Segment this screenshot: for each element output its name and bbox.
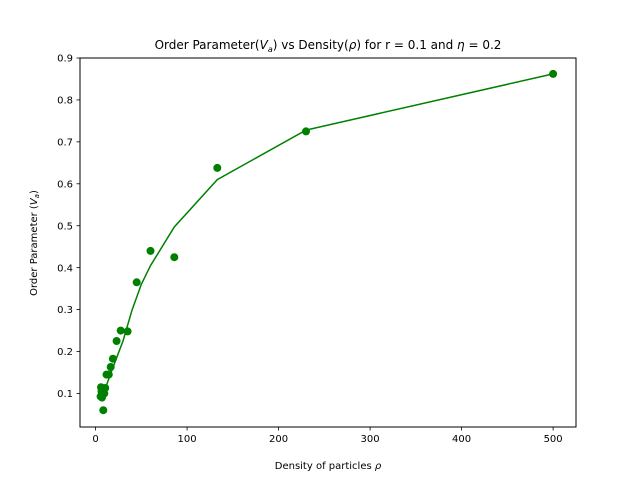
y-axis: 0.1 0.2 0.3 0.4 0.5 0.6 0.7 0.8 0.9 <box>57 54 80 400</box>
chart-title: Order Parameter(Va) vs Density(ρ) for r … <box>155 38 502 54</box>
y-tick-label: 0.9 <box>57 54 73 65</box>
x-tick-label: 100 <box>178 434 197 445</box>
x-axis-label: Density of particles ρ <box>275 461 382 472</box>
y-tick-label: 0.8 <box>57 96 73 107</box>
plot-area <box>96 69 558 415</box>
data-point <box>132 278 141 287</box>
y-tick-label: 0.4 <box>57 263 73 274</box>
data-point <box>108 354 117 363</box>
y-axis-label: Order Parameter (Va) <box>29 190 41 296</box>
data-point <box>123 327 132 336</box>
x-tick-label: 400 <box>452 434 471 445</box>
data-point <box>106 363 115 371</box>
data-point <box>99 406 108 415</box>
y-tick-label: 0.2 <box>57 347 73 358</box>
x-tick-label: 0 <box>92 434 98 445</box>
data-point <box>112 337 121 345</box>
y-tick-label: 0.3 <box>57 305 73 316</box>
data-point <box>549 69 558 78</box>
y-tick-label: 0.5 <box>57 221 73 232</box>
data-point <box>302 127 310 136</box>
y-tick-label: 0.6 <box>57 179 73 190</box>
data-point <box>170 253 179 262</box>
data-point <box>104 370 113 379</box>
data-point <box>213 163 222 172</box>
y-tick-label: 0.7 <box>57 137 73 148</box>
data-point <box>146 246 155 255</box>
x-axis: 0 100 200 300 400 500 <box>92 427 563 445</box>
x-tick-label: 500 <box>544 434 563 445</box>
x-tick-label: 200 <box>269 434 288 445</box>
data-point <box>101 384 110 392</box>
y-tick-label: 0.1 <box>57 389 73 400</box>
data-point <box>116 326 125 335</box>
x-tick-label: 300 <box>361 434 380 445</box>
axes-frame <box>79 57 577 428</box>
